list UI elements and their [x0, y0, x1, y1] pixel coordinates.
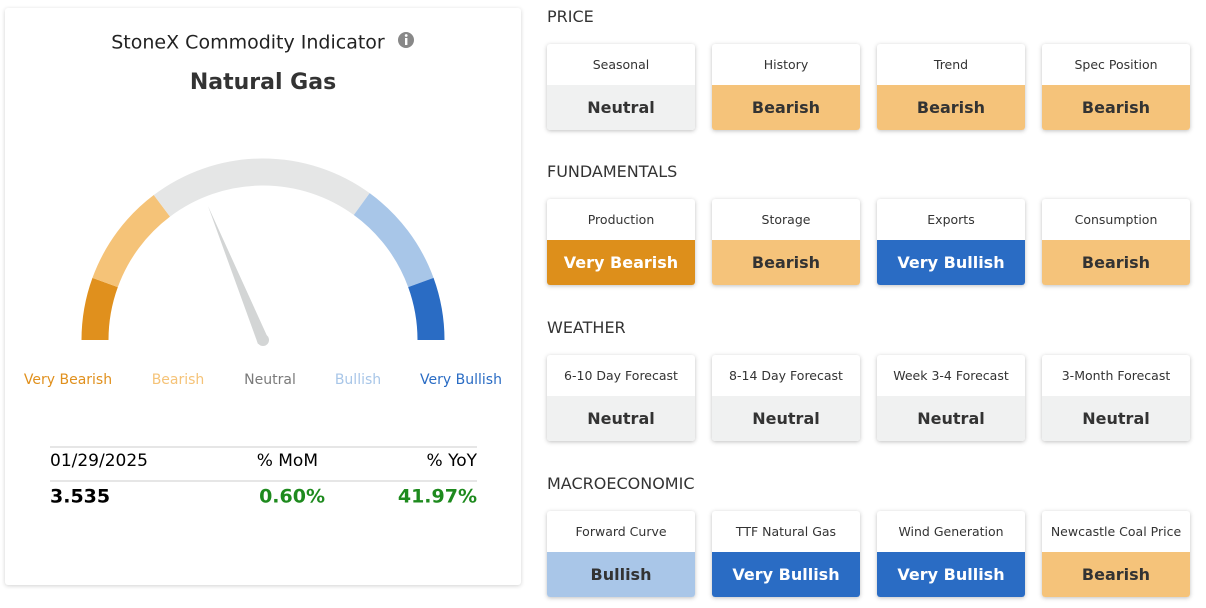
needle-hub	[257, 334, 269, 346]
card-status: Very Bullish	[712, 552, 860, 597]
indicator-card: Storage Bearish	[712, 199, 860, 285]
card-status: Bearish	[712, 85, 860, 130]
gauge-arc	[81, 277, 118, 341]
gauge-arc	[353, 193, 434, 288]
indicator-card: Consumption Bearish	[1042, 199, 1190, 285]
gauge-label: Neutral	[244, 372, 296, 388]
card-label: 3-Month Forecast	[1061, 368, 1171, 383]
card-label: Week 3-4 Forecast	[893, 368, 1009, 383]
card-status: Very Bullish	[877, 552, 1025, 597]
card-label: Seasonal	[592, 57, 650, 72]
card-label: Trend	[933, 57, 969, 72]
commodity-name: Natural Gas	[190, 70, 336, 95]
indicator-card: Forward Curve Bullish	[547, 511, 695, 597]
card-label: Exports	[927, 212, 975, 227]
card-label: History	[763, 57, 809, 72]
indicator-panel: StoneX Commodity Indicator Natural Gas 0…	[5, 8, 521, 585]
card-label: 8-14 Day Forecast	[729, 368, 843, 383]
gauge-label: Very Bearish	[24, 372, 112, 388]
card-label: Consumption	[1074, 212, 1158, 227]
indicator-card: Exports Very Bullish	[877, 199, 1025, 285]
card-label: Storage	[761, 212, 811, 227]
gauge-label: Very Bullish	[420, 372, 502, 388]
mom-value: 0.60%	[259, 486, 325, 508]
card-status: Bearish	[877, 85, 1025, 130]
card-status: Very Bearish	[547, 240, 695, 285]
indicator-card: History Bearish	[712, 44, 860, 130]
card-status: Bearish	[712, 240, 860, 285]
panel-title: StoneX Commodity Indicator	[111, 32, 385, 54]
card-status: Bullish	[547, 552, 695, 597]
card-label: TTF Natural Gas	[735, 524, 837, 539]
section-title: MACROECONOMIC	[547, 474, 695, 493]
mom-label: % MoM	[257, 451, 318, 471]
yoy-label: % YoY	[427, 451, 478, 471]
card-label: Forward Curve	[575, 524, 667, 539]
section-title: FUNDAMENTALS	[547, 162, 678, 181]
indicator-card: 3-Month Forecast Neutral	[1042, 355, 1190, 441]
card-status: Neutral	[712, 396, 860, 441]
indicator-card: Wind Generation Very Bullish	[877, 511, 1025, 597]
indicator-card: Production Very Bearish	[547, 199, 695, 285]
gauge-panel: StoneX Commodity Indicator Natural Gas 0…	[24, 32, 502, 508]
gauge-arc	[153, 158, 370, 217]
needle	[208, 206, 268, 344]
info-icon[interactable]	[398, 32, 414, 48]
gauge-arc	[92, 195, 171, 288]
date: 01/29/2025	[50, 451, 148, 471]
indicator-card: Week 3-4 Forecast Neutral	[877, 355, 1025, 441]
card-status: Bearish	[1042, 85, 1190, 130]
card-label: Newcastle Coal Price	[1050, 524, 1182, 539]
indicator-card: 6-10 Day Forecast Neutral	[547, 355, 695, 441]
card-status: Bearish	[1042, 552, 1190, 597]
price: 3.535	[50, 486, 110, 508]
indicator-card: Newcastle Coal Price Bearish	[1042, 511, 1190, 597]
card-label: Spec Position	[1074, 57, 1158, 72]
gauge-label: Bullish	[335, 372, 381, 388]
card-status: Neutral	[1042, 396, 1190, 441]
indicator-card: Spec Position Bearish	[1042, 44, 1190, 130]
gauge-label: Bearish	[152, 372, 205, 388]
indicator-card: Seasonal Neutral	[547, 44, 695, 130]
card-status: Bearish	[1042, 240, 1190, 285]
card-status: Neutral	[877, 396, 1025, 441]
section-title: PRICE	[547, 7, 594, 26]
card-status: Neutral	[547, 396, 695, 441]
yoy-value: 41.97%	[398, 486, 477, 508]
gauge-arc	[408, 277, 445, 341]
indicator-card: TTF Natural Gas Very Bullish	[712, 511, 860, 597]
indicator-card: Trend Bearish	[877, 44, 1025, 130]
section-title: WEATHER	[547, 318, 626, 337]
card-label: Production	[587, 212, 655, 227]
card-label: Wind Generation	[898, 524, 1004, 539]
card-label: 6-10 Day Forecast	[564, 368, 678, 383]
card-status: Neutral	[547, 85, 695, 130]
card-status: Very Bullish	[877, 240, 1025, 285]
indicator-card: 8-14 Day Forecast Neutral	[712, 355, 860, 441]
